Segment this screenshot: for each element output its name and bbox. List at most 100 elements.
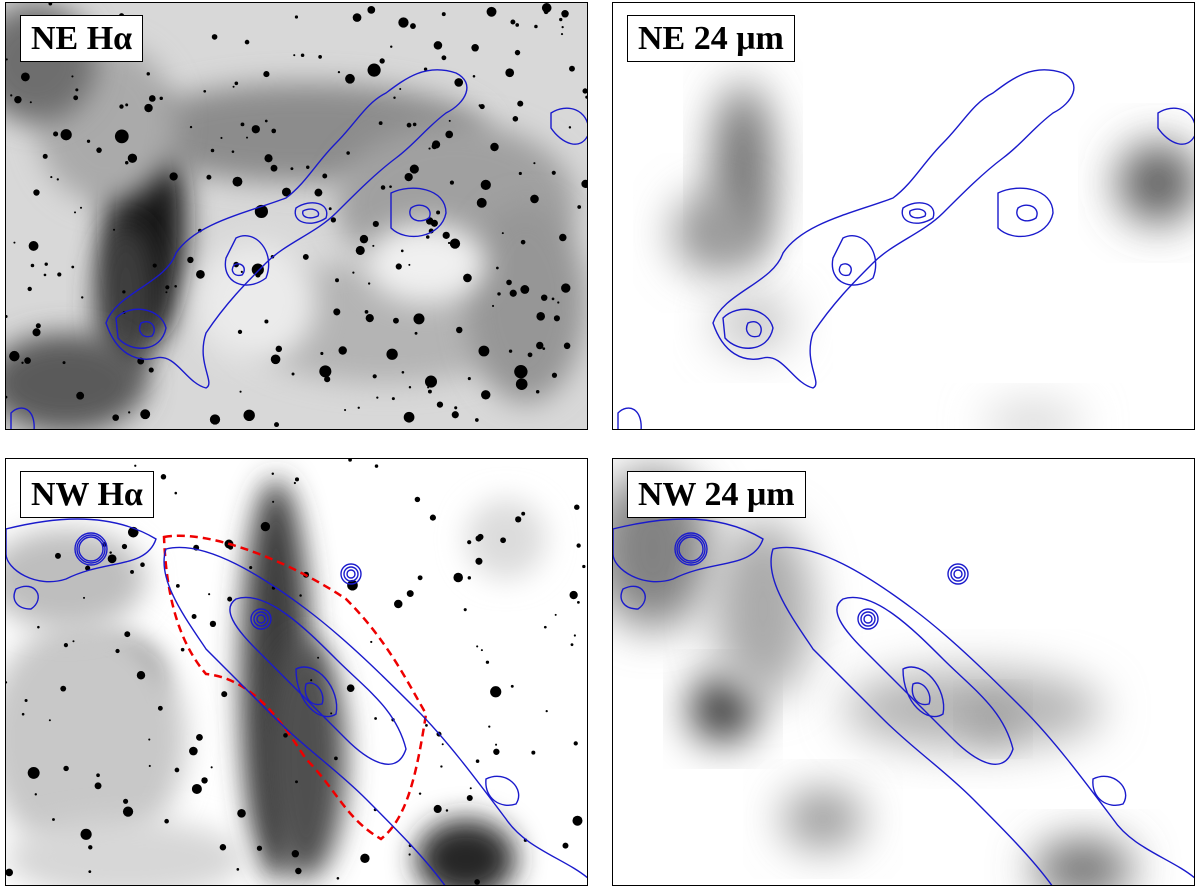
contour <box>163 546 587 885</box>
star <box>512 116 519 122</box>
star <box>467 540 472 545</box>
star <box>413 313 425 325</box>
star <box>414 331 418 335</box>
star <box>220 136 223 139</box>
star <box>75 88 79 92</box>
star <box>408 263 411 266</box>
star <box>376 396 379 399</box>
star <box>453 572 463 583</box>
star <box>73 211 77 214</box>
star <box>395 263 402 270</box>
contour <box>253 611 269 627</box>
star <box>63 643 69 648</box>
star <box>418 792 422 795</box>
star <box>573 741 578 746</box>
contour <box>909 208 927 219</box>
star <box>144 103 153 113</box>
star <box>251 263 264 276</box>
star <box>517 100 524 107</box>
star <box>114 129 129 144</box>
star <box>406 590 414 598</box>
star <box>441 55 447 61</box>
star <box>445 809 449 812</box>
nebula <box>266 639 346 879</box>
image <box>613 469 1194 885</box>
star <box>71 265 75 269</box>
star <box>472 74 476 78</box>
star <box>227 596 233 602</box>
star <box>270 164 278 172</box>
star <box>471 44 479 52</box>
star <box>112 414 119 421</box>
star <box>232 176 243 187</box>
nebula <box>673 193 753 273</box>
star <box>221 691 228 698</box>
star <box>378 121 383 126</box>
star <box>9 350 20 362</box>
star <box>251 125 260 134</box>
star <box>148 738 151 741</box>
contour <box>838 263 852 277</box>
star <box>352 13 362 22</box>
star <box>536 312 545 321</box>
star <box>410 23 416 29</box>
contour <box>485 775 520 806</box>
star <box>475 759 480 763</box>
star <box>573 634 576 637</box>
star <box>486 6 497 17</box>
star <box>35 323 41 329</box>
star <box>414 496 421 503</box>
star <box>391 397 395 401</box>
star <box>210 148 215 153</box>
star <box>531 750 536 755</box>
star <box>496 266 499 270</box>
star <box>302 253 309 260</box>
contour <box>250 608 272 630</box>
contour <box>745 321 762 338</box>
star <box>270 354 281 365</box>
star <box>240 270 243 273</box>
contour <box>901 202 935 224</box>
star <box>211 34 218 40</box>
star <box>174 491 178 495</box>
star <box>10 94 13 97</box>
star <box>424 375 438 388</box>
contour <box>295 666 338 718</box>
star <box>27 766 40 779</box>
star <box>570 643 574 647</box>
star <box>535 390 540 394</box>
star <box>508 349 513 353</box>
star <box>293 54 296 57</box>
contour <box>13 585 39 610</box>
star <box>107 554 117 564</box>
nebula <box>973 699 1013 739</box>
star <box>441 743 444 746</box>
star <box>294 477 300 482</box>
star <box>367 282 371 285</box>
star <box>83 596 86 599</box>
star <box>122 290 126 294</box>
star <box>346 151 350 155</box>
star <box>478 104 482 107</box>
contour <box>902 666 945 718</box>
star <box>159 96 163 101</box>
contour <box>722 308 774 349</box>
star <box>37 625 40 629</box>
star <box>551 372 558 378</box>
star <box>160 474 167 480</box>
panel-label: NW 24 μm <box>627 471 806 519</box>
star <box>348 459 352 462</box>
star <box>174 767 180 773</box>
star <box>429 514 436 521</box>
star <box>374 717 377 720</box>
star <box>386 348 398 360</box>
star <box>219 844 227 851</box>
star <box>260 521 271 532</box>
star <box>237 809 246 818</box>
panel-ne-24um: NE 24 μm <box>612 2 1195 430</box>
star <box>491 304 495 308</box>
star <box>554 613 557 616</box>
star <box>441 12 446 17</box>
star <box>485 660 490 664</box>
contour <box>836 596 1014 765</box>
